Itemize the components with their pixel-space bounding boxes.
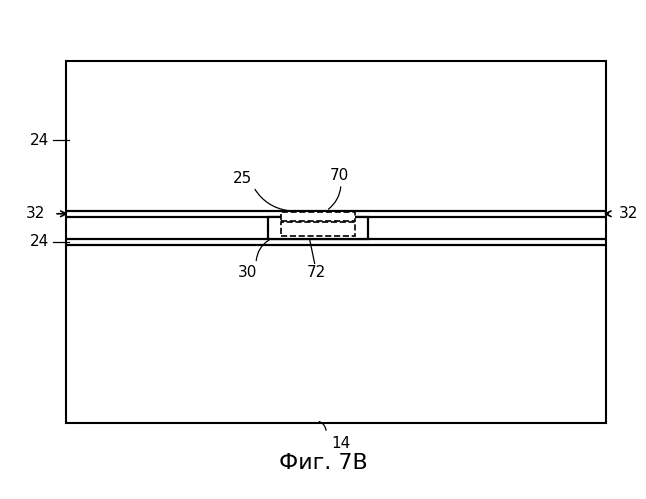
Text: 72: 72 [307, 265, 326, 280]
Bar [281, 212, 355, 221]
Bar [66, 61, 606, 423]
Text: 32: 32 [619, 206, 638, 221]
Text: 32: 32 [26, 206, 45, 221]
Text: 24: 24 [30, 133, 49, 148]
Text: 14: 14 [331, 436, 351, 451]
Text: 30: 30 [238, 265, 257, 280]
Text: 25: 25 [233, 171, 252, 186]
Bar [281, 222, 355, 236]
Bar [268, 217, 368, 239]
Text: Фиг. 7В: Фиг. 7В [278, 453, 368, 473]
Text: 24: 24 [30, 234, 49, 249]
Text: 70: 70 [329, 168, 349, 183]
